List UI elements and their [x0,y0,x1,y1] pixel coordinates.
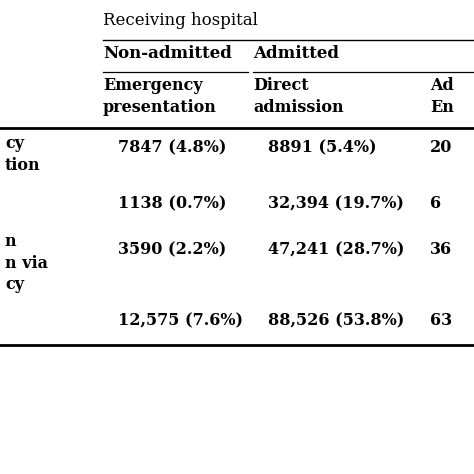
Text: 1138 (0.7%): 1138 (0.7%) [118,195,227,212]
Text: 32,394 (19.7%): 32,394 (19.7%) [268,195,404,212]
Text: Receiving hospital: Receiving hospital [103,12,258,29]
Text: Admitted: Admitted [253,45,339,62]
Text: 20: 20 [430,139,452,156]
Text: Direct
admission: Direct admission [253,77,344,116]
Text: Non-admitted: Non-admitted [103,45,232,62]
Text: Ad
En: Ad En [430,77,454,116]
Text: cy
tion: cy tion [5,135,41,173]
Text: 47,241 (28.7%): 47,241 (28.7%) [268,241,404,258]
Text: 3590 (2.2%): 3590 (2.2%) [118,241,226,258]
Text: 36: 36 [430,241,452,258]
Text: 63: 63 [430,312,452,329]
Text: 8891 (5.4%): 8891 (5.4%) [268,139,376,156]
Text: 7847 (4.8%): 7847 (4.8%) [118,139,227,156]
Text: Emergency
presentation: Emergency presentation [103,77,217,116]
Text: n
n via
cy: n n via cy [5,233,48,293]
Text: 88,526 (53.8%): 88,526 (53.8%) [268,312,404,329]
Text: 12,575 (7.6%): 12,575 (7.6%) [118,312,243,329]
Text: 6: 6 [430,195,441,212]
